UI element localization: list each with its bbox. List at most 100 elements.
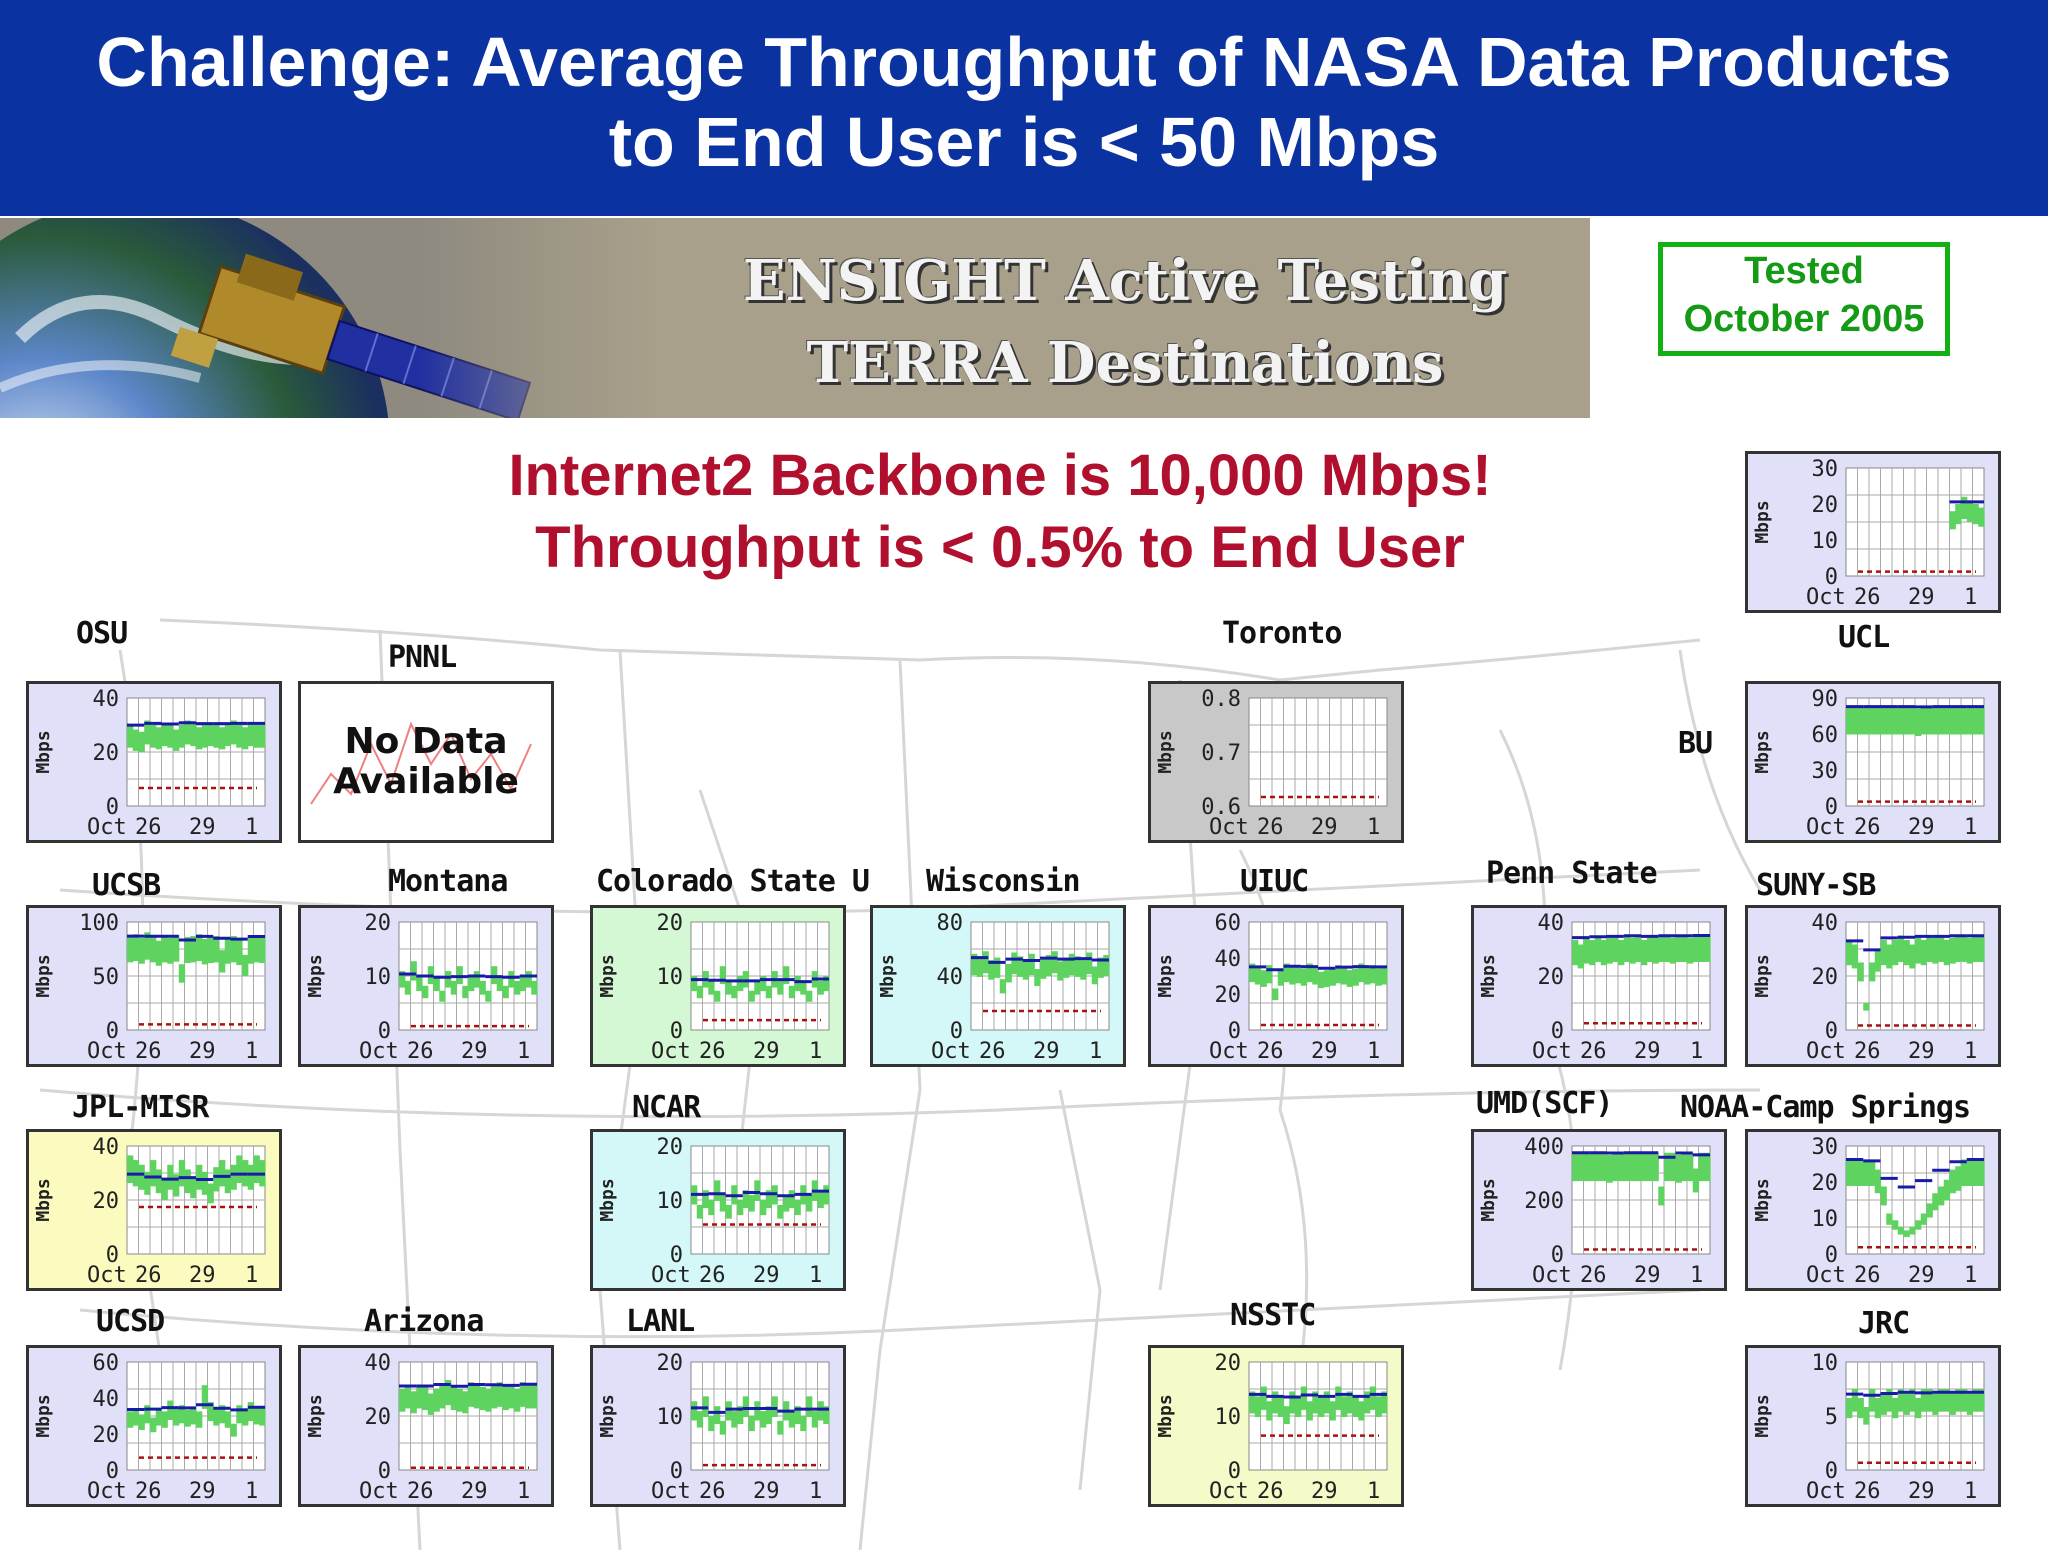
throughput-bar (144, 932, 151, 960)
y-tick-label: 40 (1812, 911, 1839, 936)
throughput-bar (1669, 937, 1677, 964)
throughput-bar (1897, 1227, 1905, 1235)
throughput-bar (783, 1195, 790, 1212)
throughput-bar (150, 936, 157, 963)
throughput-bar (1589, 1152, 1596, 1182)
throughput-bar (150, 725, 157, 748)
throughput-bar (207, 1183, 214, 1204)
throughput-bar (462, 985, 469, 999)
throughput-bar (190, 1406, 197, 1425)
throughput-bar (1641, 1152, 1648, 1182)
throughput-bar (1869, 706, 1876, 735)
throughput-bar (236, 939, 243, 966)
x-tick-label: 29 (189, 1479, 216, 1504)
throughput-bar (714, 1180, 721, 1201)
throughput-bar (1943, 1179, 1951, 1201)
site-name-toronto: Toronto (1222, 616, 1342, 651)
throughput-bar (1857, 706, 1864, 735)
throughput-bar (1687, 1152, 1694, 1182)
throughput-bar (1312, 966, 1319, 985)
throughput-bar (491, 1384, 498, 1409)
throughput-bar (1909, 944, 1916, 969)
chart-panel-jrc: 10 5 0 Mbps Oct 26 29 1 (1745, 1345, 2001, 1507)
throughput-bar (531, 1384, 538, 1409)
throughput-bar (410, 1391, 417, 1414)
headline: Internet2 Backbone is 10,000 Mbps! Throu… (400, 440, 1600, 584)
throughput-bar (1364, 966, 1371, 985)
throughput-bar (1897, 935, 1905, 962)
x-tick-label: Oct (87, 815, 127, 840)
throughput-bar (519, 1382, 527, 1407)
throughput-bar (1086, 952, 1093, 975)
throughput-chart: 400 200 0 Mbps Oct 26 29 1 (1478, 1135, 1711, 1288)
y-tick-label: 0 (1551, 1019, 1564, 1044)
throughput-bar (219, 1160, 226, 1187)
throughput-bar (207, 1402, 214, 1422)
throughput-bar (1932, 1193, 1939, 1211)
throughput-bar (247, 1402, 255, 1422)
throughput-bar (1857, 1159, 1864, 1186)
throughput-chart: 60 40 20 0 Mbps Oct 26 29 1 (33, 1351, 266, 1504)
throughput-bar (1915, 937, 1922, 964)
y-axis-label: Mbps (597, 954, 618, 997)
throughput-bar (178, 725, 186, 748)
chart-panel-jpl-misr: 40 20 0 Mbps Oct 26 29 1 (26, 1129, 282, 1291)
chart-panel-uiuc: 60 40 20 0 Mbps Oct 26 29 1 (1148, 905, 1404, 1067)
throughput-bar (1283, 1406, 1290, 1425)
throughput-bar (184, 1169, 191, 1194)
throughput-bar (224, 722, 232, 747)
x-tick-label: Oct (651, 1263, 691, 1288)
throughput-bar (167, 725, 174, 748)
throughput-bar (1681, 1152, 1688, 1182)
x-tick-label: 1 (1964, 585, 1977, 610)
throughput-bar (173, 1174, 180, 1197)
chart-panel-ucsd: 60 40 20 0 Mbps Oct 26 29 1 (26, 1345, 282, 1507)
throughput-bar (1846, 706, 1853, 735)
no-data-label: No Data Available (301, 722, 551, 802)
x-tick-label: 29 (1634, 1039, 1661, 1064)
throughput-bar (1381, 966, 1388, 985)
throughput-bar (1704, 935, 1711, 962)
y-tick-label: 20 (365, 911, 392, 936)
y-tick-label: 40 (1215, 947, 1242, 972)
throughput-bar (988, 960, 995, 980)
throughput-bar (230, 720, 237, 745)
throughput-bar (1635, 935, 1642, 962)
throughput-bar (247, 722, 255, 747)
site-name-osu: OSU (76, 616, 128, 651)
throughput-bar (1926, 1203, 1933, 1218)
throughput-bar (1629, 937, 1636, 964)
title-bar: Challenge: Average Throughput of NASA Da… (0, 0, 2048, 216)
throughput-bar (731, 1411, 738, 1428)
throughput-bar (1857, 1398, 1864, 1419)
throughput-bar (1972, 935, 1979, 962)
throughput-bar (184, 1409, 191, 1427)
chart-panel-wisconsin: 80 40 0 Mbps Oct 26 29 1 (870, 905, 1126, 1067)
throughput-bar (696, 1411, 704, 1428)
site-name-nsstc: NSSTC (1230, 1298, 1316, 1333)
throughput-bar (1017, 956, 1024, 977)
chart-panel-ncar: 20 10 0 Mbps Oct 26 29 1 (590, 1129, 846, 1291)
throughput-bar (1612, 1152, 1619, 1182)
throughput-bar (247, 1164, 255, 1190)
throughput-bar (433, 976, 440, 992)
x-tick-label: Oct (1806, 585, 1846, 610)
x-tick-label: Oct (359, 1039, 399, 1064)
throughput-bar (777, 1420, 784, 1435)
throughput-bar (416, 1384, 423, 1409)
throughput-chart: 90 60 30 0 Mbps Oct 26 29 1 (1752, 687, 1985, 840)
y-tick-label: 400 (1524, 1135, 1564, 1160)
x-tick-label: 29 (1033, 1039, 1060, 1064)
y-tick-label: 40 (1538, 911, 1565, 936)
throughput-bar (1277, 968, 1285, 986)
throughput-bar (1572, 1152, 1579, 1182)
y-axis-label: Mbps (1155, 1394, 1176, 1437)
throughput-bar (161, 722, 168, 747)
x-tick-label: Oct (359, 1479, 399, 1504)
throughput-bar (1920, 1213, 1928, 1225)
x-tick-label: 29 (189, 1263, 216, 1288)
site-name-penn-state: Penn State (1486, 856, 1658, 891)
x-tick-label: 1 (1964, 1039, 1977, 1064)
throughput-bar (1949, 706, 1956, 735)
y-tick-label: 40 (93, 687, 120, 712)
